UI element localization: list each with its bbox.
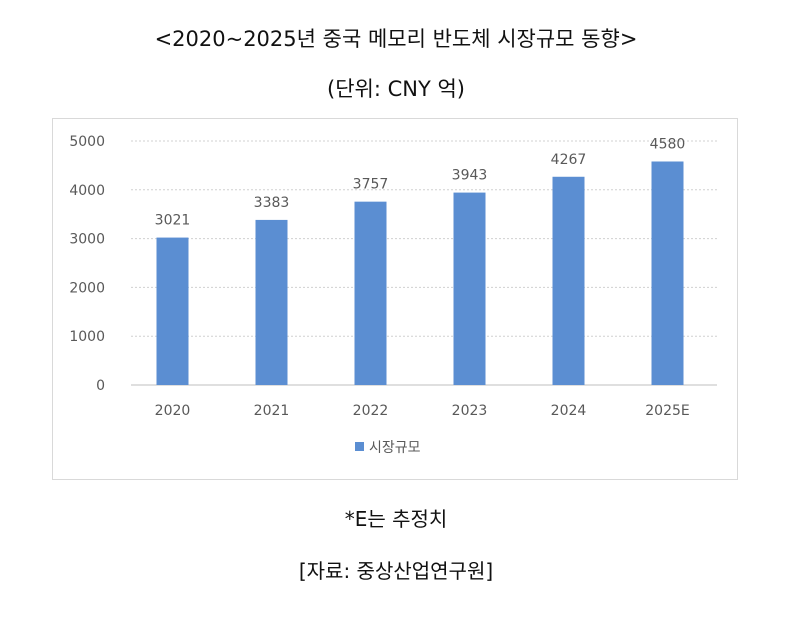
bar: [255, 219, 288, 385]
bar: [156, 237, 189, 385]
y-tick-label: 1000: [69, 329, 105, 345]
legend-swatch: [355, 442, 364, 451]
chart-area: 0 1000 2000 3000 4000 5000 3021 2020 3383 2021 375…: [52, 118, 738, 480]
y-tick-label: 3000: [69, 232, 105, 248]
y-tick-label: 2000: [69, 280, 105, 296]
data-label: 3021: [155, 213, 191, 229]
unit-label: (단위: CNY 억): [327, 77, 465, 101]
bar-chart: 0 1000 2000 3000 4000 5000 3021 2020 3383 2021 375…: [69, 134, 717, 456]
x-category-label: 2022: [353, 403, 389, 419]
bar: [354, 201, 387, 385]
data-label: 4580: [650, 136, 686, 152]
bar: [651, 161, 684, 385]
y-tick-label: 4000: [69, 183, 105, 199]
x-category-label: 2025E: [645, 403, 689, 419]
y-tick-label: 0: [96, 378, 105, 394]
bar: [453, 192, 486, 385]
x-category-label: 2021: [254, 403, 290, 419]
x-category-label: 2023: [452, 403, 488, 419]
legend-label: 시장규모: [369, 440, 421, 456]
estimate-note: *E는 추정치: [344, 507, 448, 531]
y-tick-label: 5000: [69, 134, 105, 150]
bar: [552, 176, 585, 385]
data-label: 3383: [254, 195, 290, 211]
data-label: 3757: [353, 177, 389, 193]
chart-title: <2020~2025년 중국 메모리 반도체 시장규모 동향>: [154, 27, 638, 51]
x-category-label: 2020: [155, 403, 191, 419]
source-label: [자료: 중상산업연구원]: [298, 559, 494, 583]
x-category-label: 2024: [551, 403, 587, 419]
data-label: 3943: [452, 168, 488, 184]
data-label: 4267: [551, 152, 587, 168]
